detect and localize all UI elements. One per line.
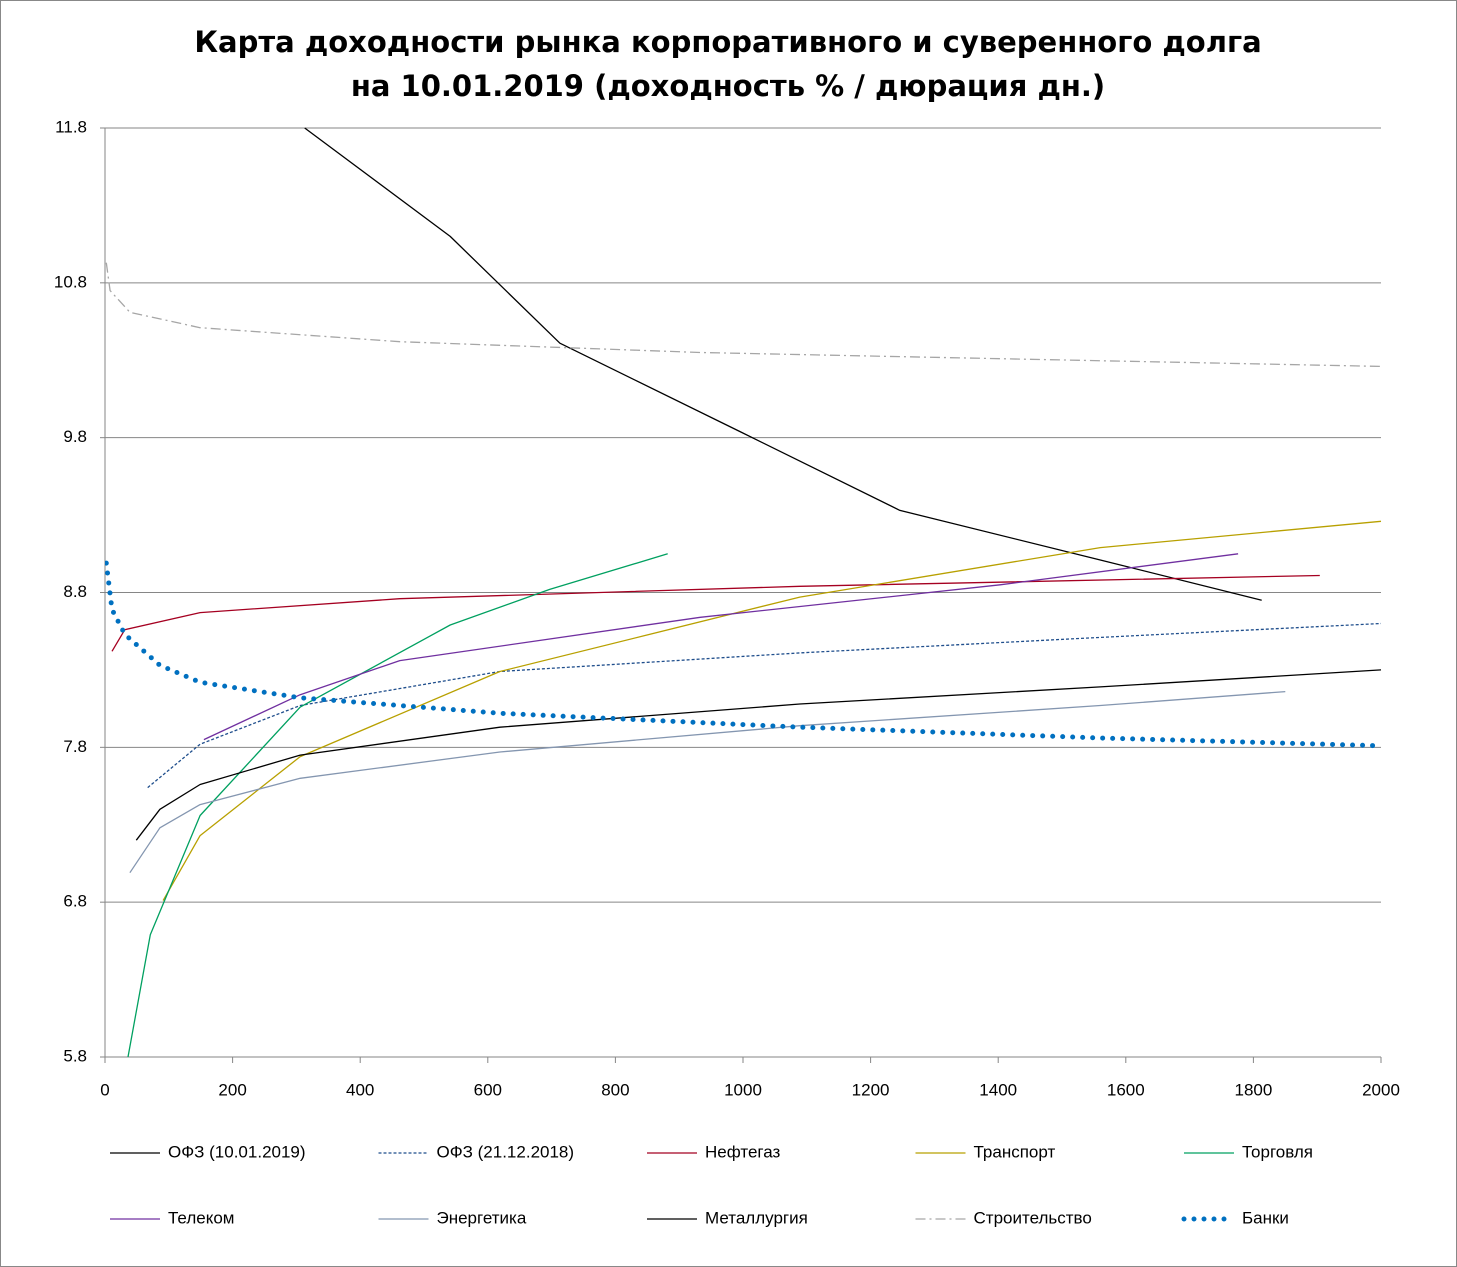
legend-label: ОФЗ (10.01.2019) bbox=[168, 1142, 306, 1161]
series-line bbox=[111, 574, 1320, 652]
series-line bbox=[105, 560, 1382, 749]
series-line bbox=[162, 520, 1382, 901]
series-line bbox=[147, 622, 1382, 789]
y-tick-label: 11.8 bbox=[55, 117, 87, 136]
x-tick-label: 1600 bbox=[1107, 1080, 1145, 1099]
x-tick-label: 200 bbox=[218, 1080, 246, 1099]
legend-label: Транспорт bbox=[974, 1142, 1056, 1161]
x-tick-label: 1800 bbox=[1234, 1080, 1272, 1099]
series-line bbox=[127, 553, 668, 1058]
x-tick-label: 800 bbox=[601, 1080, 629, 1099]
plot-area bbox=[105, 127, 1382, 1058]
legend-label: Телеком bbox=[168, 1208, 234, 1227]
x-tick-label: 400 bbox=[346, 1080, 374, 1099]
legend-label: Энергетика bbox=[437, 1208, 527, 1227]
chart-title: Карта доходности рынка корпоративного и … bbox=[194, 25, 1262, 103]
legend-label: Банки bbox=[1242, 1208, 1289, 1227]
series-line bbox=[135, 669, 1382, 841]
legend-label: Металлургия bbox=[705, 1208, 808, 1227]
legend-label: Нефтегаз bbox=[705, 1142, 780, 1161]
x-tick-label: 0 bbox=[100, 1080, 109, 1099]
legend-label: ОФЗ (21.12.2018) bbox=[437, 1142, 575, 1161]
x-tick-label: 1200 bbox=[852, 1080, 890, 1099]
x-tick-label: 600 bbox=[474, 1080, 502, 1099]
series-line bbox=[129, 690, 1286, 874]
y-tick-label: 5.8 bbox=[63, 1046, 87, 1065]
y-tick-label: 6.8 bbox=[63, 892, 87, 911]
x-tick-label: 1000 bbox=[724, 1080, 762, 1099]
legend-label: Строительство bbox=[974, 1208, 1092, 1227]
y-tick-label: 9.8 bbox=[63, 427, 87, 446]
series-line bbox=[203, 553, 1239, 741]
x-tick-label: 1400 bbox=[979, 1080, 1017, 1099]
series-line bbox=[105, 262, 1382, 368]
series-line bbox=[304, 127, 1262, 601]
legend-label: Торговля bbox=[1242, 1142, 1313, 1161]
y-tick-label: 10.8 bbox=[54, 272, 87, 291]
y-tick-label: 8.8 bbox=[63, 582, 87, 601]
y-tick-label: 7.8 bbox=[63, 737, 87, 756]
x-tick-label: 2000 bbox=[1362, 1080, 1400, 1099]
